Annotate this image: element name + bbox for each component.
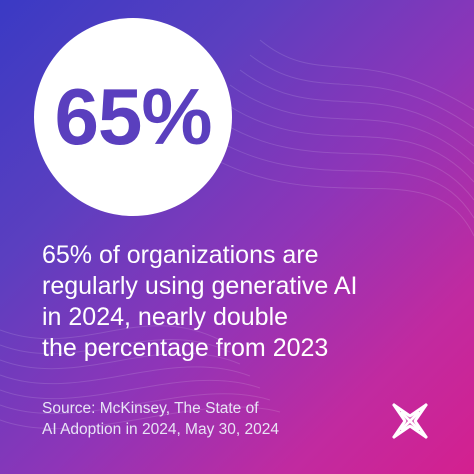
source-citation: Source: McKinsey, The State of AI Adopti… — [42, 398, 279, 440]
headline: 65% of organizations are regularly using… — [42, 240, 462, 364]
headline-line: regularly using generative AI — [42, 272, 358, 300]
headline-line: the percentage from 2023 — [42, 334, 329, 362]
headline-line: 65% of organizations are — [42, 241, 319, 269]
stat-value: 65% — [54, 72, 212, 161]
source-line: Source: McKinsey, The State of — [42, 400, 259, 417]
stat-circle: 65% — [34, 18, 232, 216]
headline-line: in 2024, nearly double — [42, 303, 289, 331]
x-star-logo-icon — [392, 403, 428, 439]
source-line: AI Adoption in 2024, May 30, 2024 — [42, 421, 279, 438]
